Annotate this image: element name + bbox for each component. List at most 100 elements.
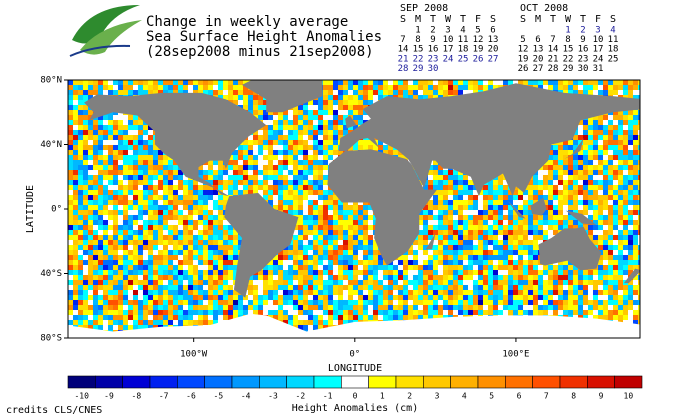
anomaly-cell — [548, 280, 553, 285]
anomaly-cell — [128, 120, 133, 125]
anomaly-cell — [158, 280, 163, 285]
anomaly-cell — [133, 175, 138, 180]
anomaly-cell — [93, 175, 98, 180]
anomaly-cell — [598, 185, 603, 190]
anomaly-cell — [543, 300, 548, 305]
anomaly-cell — [243, 170, 248, 175]
anomaly-cell — [528, 230, 533, 235]
anomaly-cell — [438, 200, 443, 205]
anomaly-cell — [158, 225, 163, 230]
anomaly-cell — [583, 280, 588, 285]
anomaly-cell — [218, 90, 223, 95]
anomaly-cell — [583, 275, 588, 280]
anomaly-cell — [638, 210, 640, 215]
anomaly-cell — [118, 230, 123, 235]
anomaly-cell — [208, 235, 213, 240]
anomaly-cell — [593, 290, 598, 295]
anomaly-cell — [483, 210, 488, 215]
anomaly-cell — [173, 195, 178, 200]
anomaly-cell — [253, 305, 258, 310]
anomaly-cell — [598, 120, 603, 125]
anomaly-cell — [273, 290, 278, 295]
anomaly-cell — [168, 195, 173, 200]
anomaly-cell — [88, 235, 93, 240]
anomaly-cell — [418, 270, 423, 275]
anomaly-cell — [138, 240, 143, 245]
anomaly-cell — [228, 240, 233, 245]
anomaly-cell — [593, 155, 598, 160]
anomaly-cell — [228, 295, 233, 300]
anomaly-cell — [563, 275, 568, 280]
anomaly-cell — [313, 315, 318, 320]
anomaly-cell — [418, 300, 423, 305]
anomaly-cell — [143, 315, 148, 320]
anomaly-cell — [73, 215, 78, 220]
anomaly-cell — [613, 215, 618, 220]
anomaly-cell — [603, 160, 608, 165]
anomaly-cell — [623, 210, 628, 215]
anomaly-cell — [313, 200, 318, 205]
anomaly-cell — [338, 220, 343, 225]
anomaly-cell — [293, 250, 298, 255]
anomaly-cell — [348, 220, 353, 225]
anomaly-cell — [468, 220, 473, 225]
anomaly-cell — [588, 270, 593, 275]
anomaly-cell — [343, 310, 348, 315]
anomaly-cell — [113, 300, 118, 305]
anomaly-cell — [488, 285, 493, 290]
anomaly-cell — [463, 255, 468, 260]
anomaly-cell — [88, 305, 93, 310]
anomaly-cell — [168, 315, 173, 320]
anomaly-cell — [578, 185, 583, 190]
anomaly-cell — [228, 165, 233, 170]
anomaly-cell — [628, 155, 633, 160]
anomaly-cell — [423, 310, 428, 315]
anomaly-cell — [358, 295, 363, 300]
anomaly-cell — [198, 215, 203, 220]
anomaly-cell — [143, 130, 148, 135]
anomaly-cell — [478, 250, 483, 255]
anomaly-cell — [183, 225, 188, 230]
anomaly-cell — [613, 255, 618, 260]
anomaly-cell — [223, 240, 228, 245]
anomaly-cell — [103, 245, 108, 250]
anomaly-cell — [613, 130, 618, 135]
anomaly-cell — [298, 105, 303, 110]
anomaly-cell — [233, 255, 238, 260]
anomaly-cell — [348, 205, 353, 210]
anomaly-cell — [148, 280, 153, 285]
anomaly-cell — [98, 195, 103, 200]
anomaly-cell — [513, 245, 518, 250]
anomaly-cell — [198, 165, 203, 170]
anomaly-cell — [143, 235, 148, 240]
anomaly-cell — [358, 115, 363, 120]
anomaly-cell — [303, 265, 308, 270]
anomaly-cell — [518, 300, 523, 305]
anomaly-cell — [633, 245, 638, 250]
anomaly-cell — [73, 130, 78, 135]
anomaly-cell — [138, 255, 143, 260]
anomaly-cell — [308, 160, 313, 165]
anomaly-cell — [578, 90, 583, 95]
anomaly-cell — [468, 225, 473, 230]
anomaly-cell — [73, 210, 78, 215]
anomaly-cell — [103, 225, 108, 230]
anomaly-cell — [488, 240, 493, 245]
anomaly-cell — [293, 165, 298, 170]
anomaly-cell — [283, 175, 288, 180]
anomaly-cell — [298, 115, 303, 120]
anomaly-cell — [153, 255, 158, 260]
anomaly-cell — [233, 190, 238, 195]
anomaly-cell — [118, 290, 123, 295]
anomaly-cell — [163, 290, 168, 295]
anomaly-cell — [353, 120, 358, 125]
anomaly-cell — [638, 95, 640, 100]
anomaly-cell — [213, 280, 218, 285]
anomaly-cell — [308, 115, 313, 120]
anomaly-cell — [228, 300, 233, 305]
anomaly-cell — [468, 85, 473, 90]
anomaly-cell — [413, 80, 418, 85]
anomaly-cell — [448, 260, 453, 265]
anomaly-cell — [508, 280, 513, 285]
anomaly-cell — [518, 215, 523, 220]
